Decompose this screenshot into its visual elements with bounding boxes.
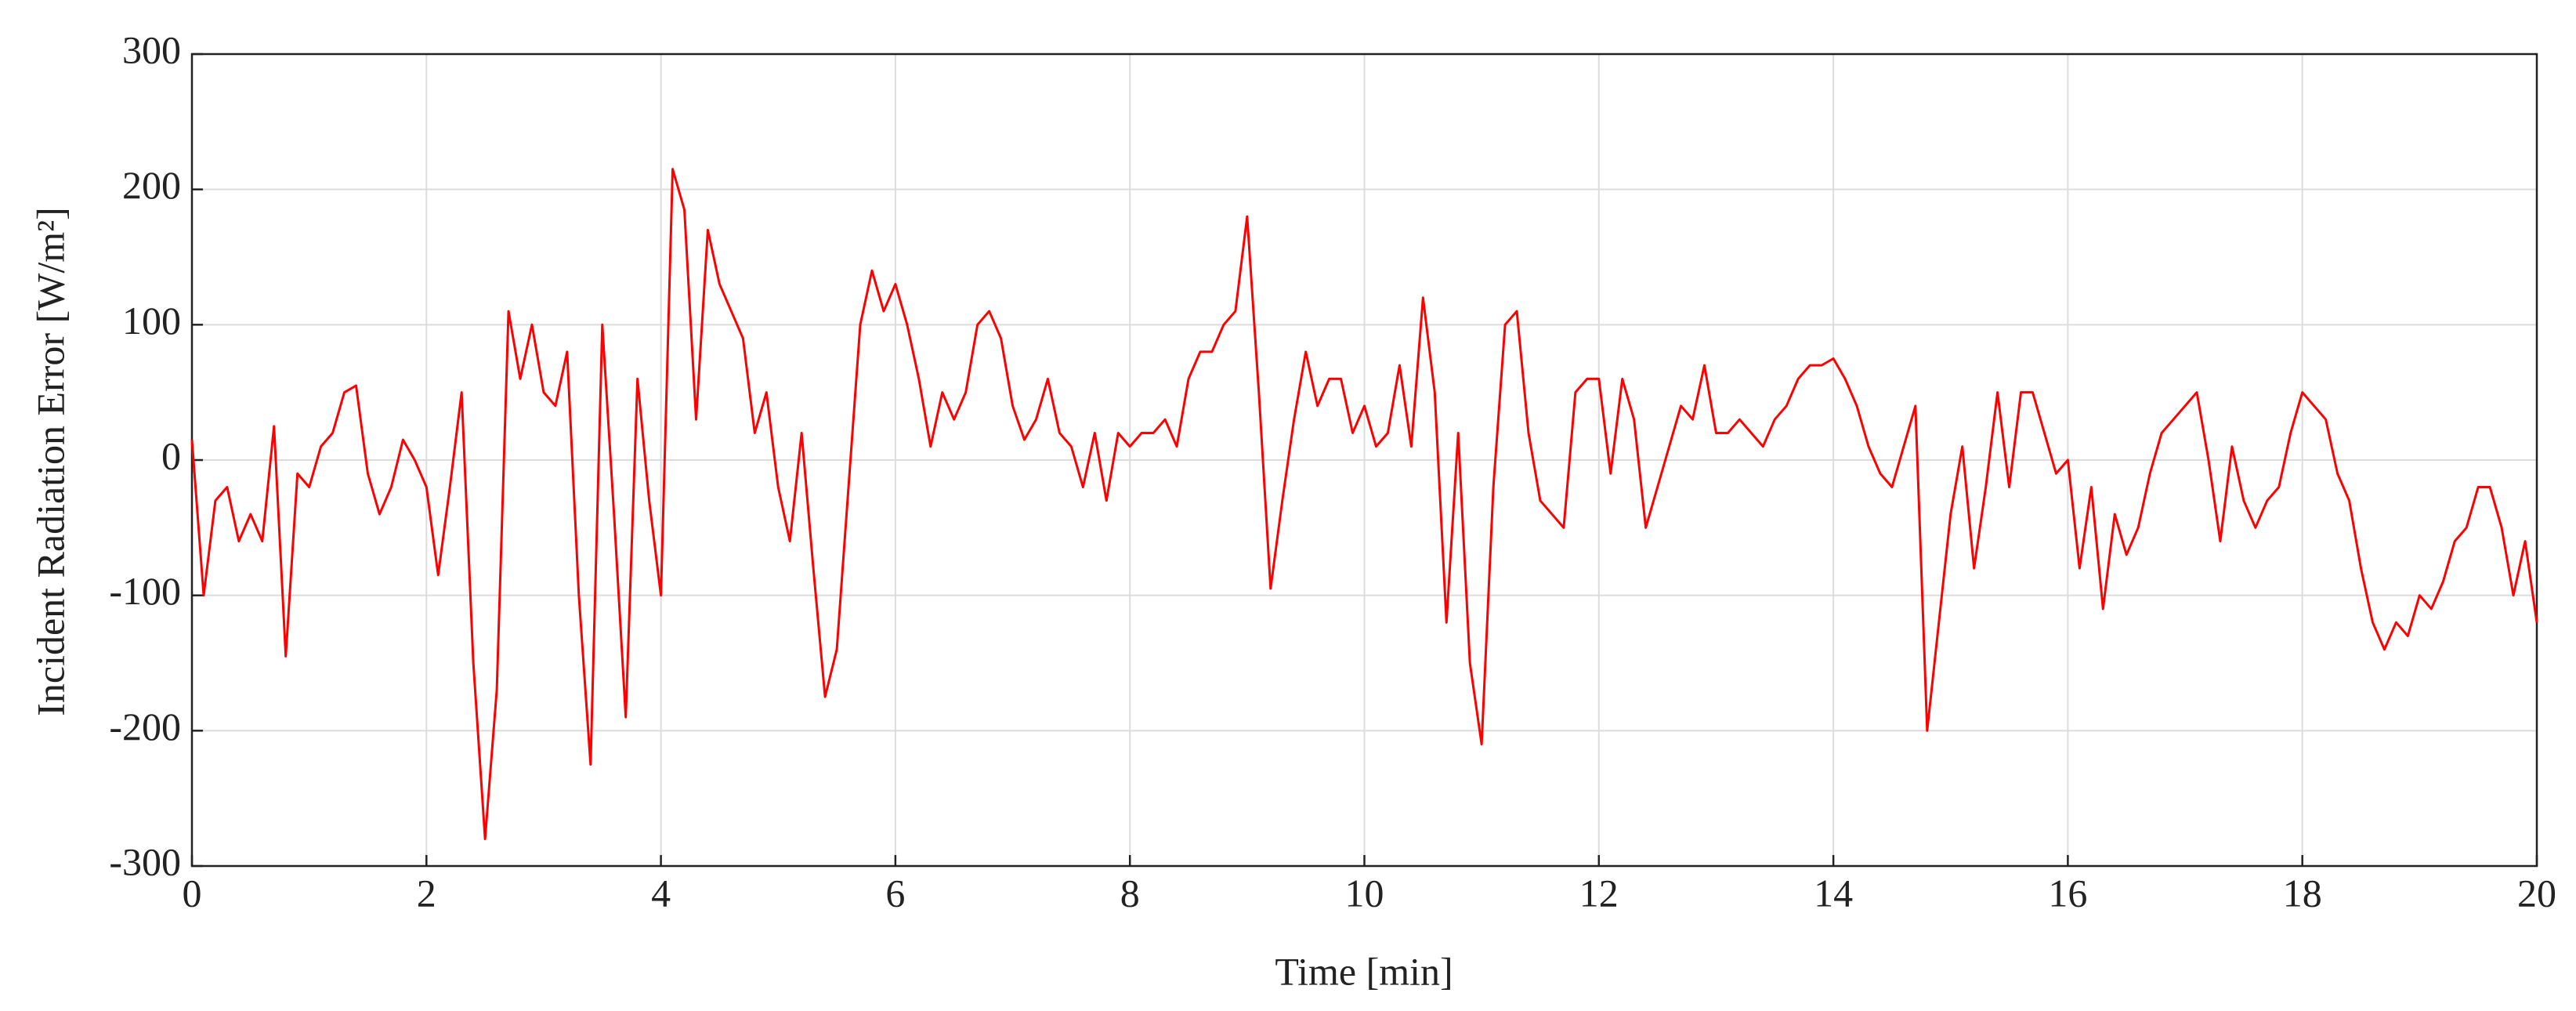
y-tick-label: 100 (122, 299, 181, 342)
x-tick-label: 18 (2283, 871, 2322, 915)
y-tick-label: -200 (109, 705, 181, 748)
y-tick-label: 200 (122, 163, 181, 207)
x-tick-label: 16 (2048, 871, 2087, 915)
x-tick-label: 12 (1579, 871, 1619, 915)
x-tick-label: 10 (1345, 871, 1384, 915)
y-tick-label: 0 (161, 433, 181, 477)
y-tick-label: 300 (122, 27, 181, 71)
x-tick-label: 6 (885, 871, 905, 915)
data-line (190, 168, 2538, 840)
x-tick-label: 0 (183, 871, 202, 915)
plot-frame (190, 53, 2538, 868)
x-tick-label: 8 (1120, 871, 1140, 915)
y-tick-label: -300 (109, 839, 181, 883)
y-tick-label: -100 (109, 569, 181, 613)
x-tick-label: 14 (1814, 871, 1853, 915)
x-tick-label: 4 (651, 871, 671, 915)
y-axis-label: Incident Radiation Error [W/m²] (28, 207, 72, 716)
x-tick-label: 2 (417, 871, 436, 915)
x-axis-label: Time [min] (1275, 949, 1453, 993)
x-tick-label: 20 (2517, 871, 2556, 915)
